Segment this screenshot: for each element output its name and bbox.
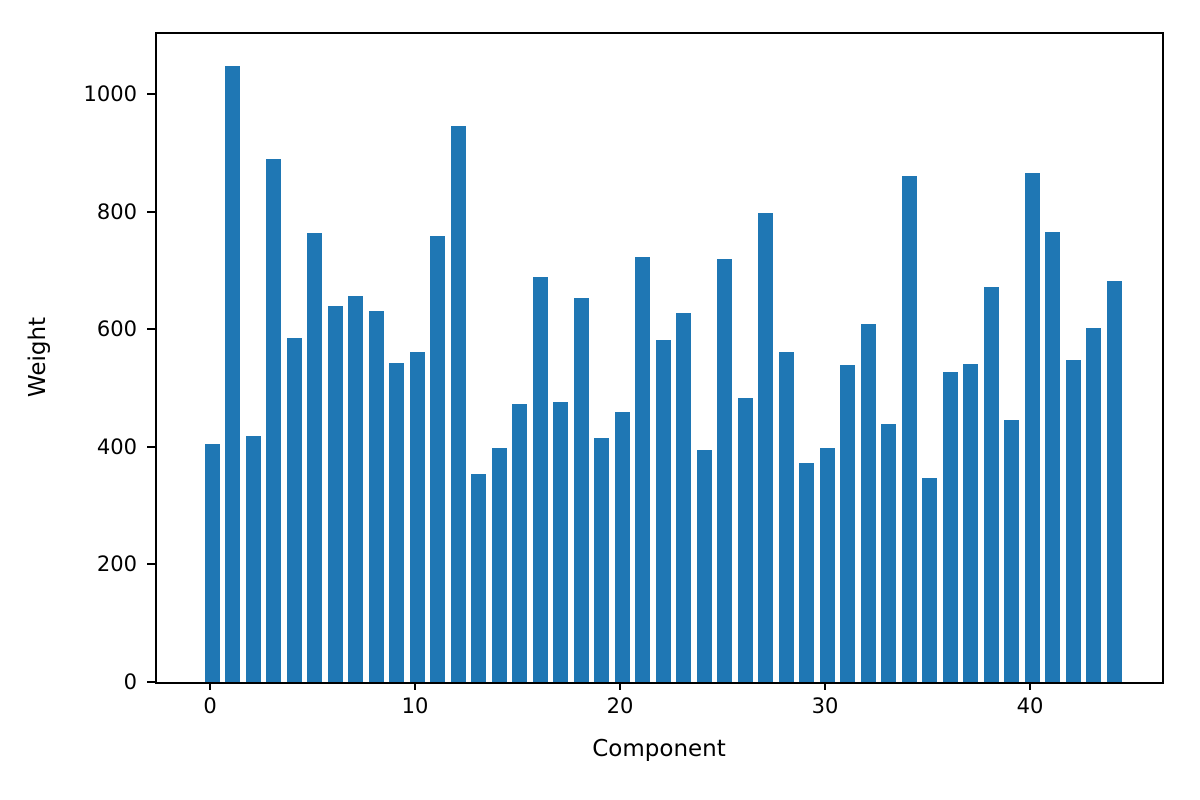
bar: [614, 412, 630, 682]
bar: [450, 126, 466, 682]
x-axis-tick-label: 10: [401, 694, 429, 718]
x-axis-tick-mark: [619, 682, 621, 690]
bar: [1065, 360, 1081, 682]
bar: [286, 338, 302, 682]
bar: [696, 450, 712, 682]
bar: [778, 352, 794, 682]
bar: [471, 474, 486, 682]
bar: [573, 298, 589, 682]
bar: [389, 363, 404, 682]
bar: [245, 436, 261, 682]
bar: [1045, 232, 1060, 682]
plot-area: [155, 32, 1164, 684]
y-axis-tick-mark: [147, 92, 155, 95]
bar: [717, 259, 732, 682]
x-axis-tick-mark: [824, 682, 826, 690]
bar: [1106, 281, 1122, 682]
x-axis-tick-mark: [1029, 682, 1031, 690]
bar: [327, 306, 343, 682]
bar: [635, 257, 650, 682]
bar: [799, 463, 814, 682]
bar: [430, 236, 445, 682]
bar: [512, 404, 527, 682]
bar: [881, 424, 896, 682]
bar: [204, 444, 220, 682]
bar: [1086, 328, 1101, 682]
bar: [348, 296, 363, 682]
bar: [553, 402, 568, 682]
bar: [819, 448, 835, 682]
x-axis-tick-label: 0: [203, 694, 217, 718]
bar: [368, 311, 384, 682]
bar: [409, 352, 425, 682]
bar: [491, 448, 507, 682]
bar: [1004, 420, 1019, 682]
bar: [307, 233, 322, 682]
y-axis-tick-label: 1000: [83, 81, 137, 106]
y-axis-tick-label: 400: [96, 434, 137, 459]
y-axis-tick-label: 600: [96, 317, 137, 342]
y-axis-tick-mark: [147, 210, 155, 213]
bar: [655, 340, 671, 682]
bar: [840, 365, 855, 682]
bar: [901, 176, 917, 682]
y-axis-tick-label: 200: [96, 552, 137, 577]
bar: [758, 213, 773, 682]
bar: [737, 398, 753, 682]
y-axis-tick-mark: [147, 328, 155, 331]
bar: [942, 372, 958, 682]
bar: [594, 438, 609, 682]
bar: [225, 66, 240, 682]
y-axis-tick-mark: [147, 445, 155, 448]
bar: [860, 324, 876, 682]
x-axis-tick-label: 40: [1016, 694, 1044, 718]
y-axis-tick-mark: [147, 681, 155, 683]
x-axis-tick-mark: [414, 682, 416, 690]
y-axis-tick-label: 0: [123, 670, 137, 694]
bar: [983, 287, 999, 682]
x-axis-tick-mark: [209, 682, 211, 690]
bar: [922, 478, 937, 682]
y-axis-title: Weight: [25, 316, 51, 398]
bar: [266, 159, 281, 682]
bar: [532, 277, 548, 682]
x-axis-title: Component: [592, 736, 726, 762]
x-axis-tick-label: 20: [606, 694, 634, 718]
bar: [1024, 173, 1040, 682]
y-axis-tick-mark: [147, 563, 155, 566]
y-axis-tick-label: 800: [96, 199, 137, 224]
x-axis-tick-label: 30: [811, 694, 839, 718]
bar: [963, 364, 978, 682]
bar: [676, 313, 691, 682]
